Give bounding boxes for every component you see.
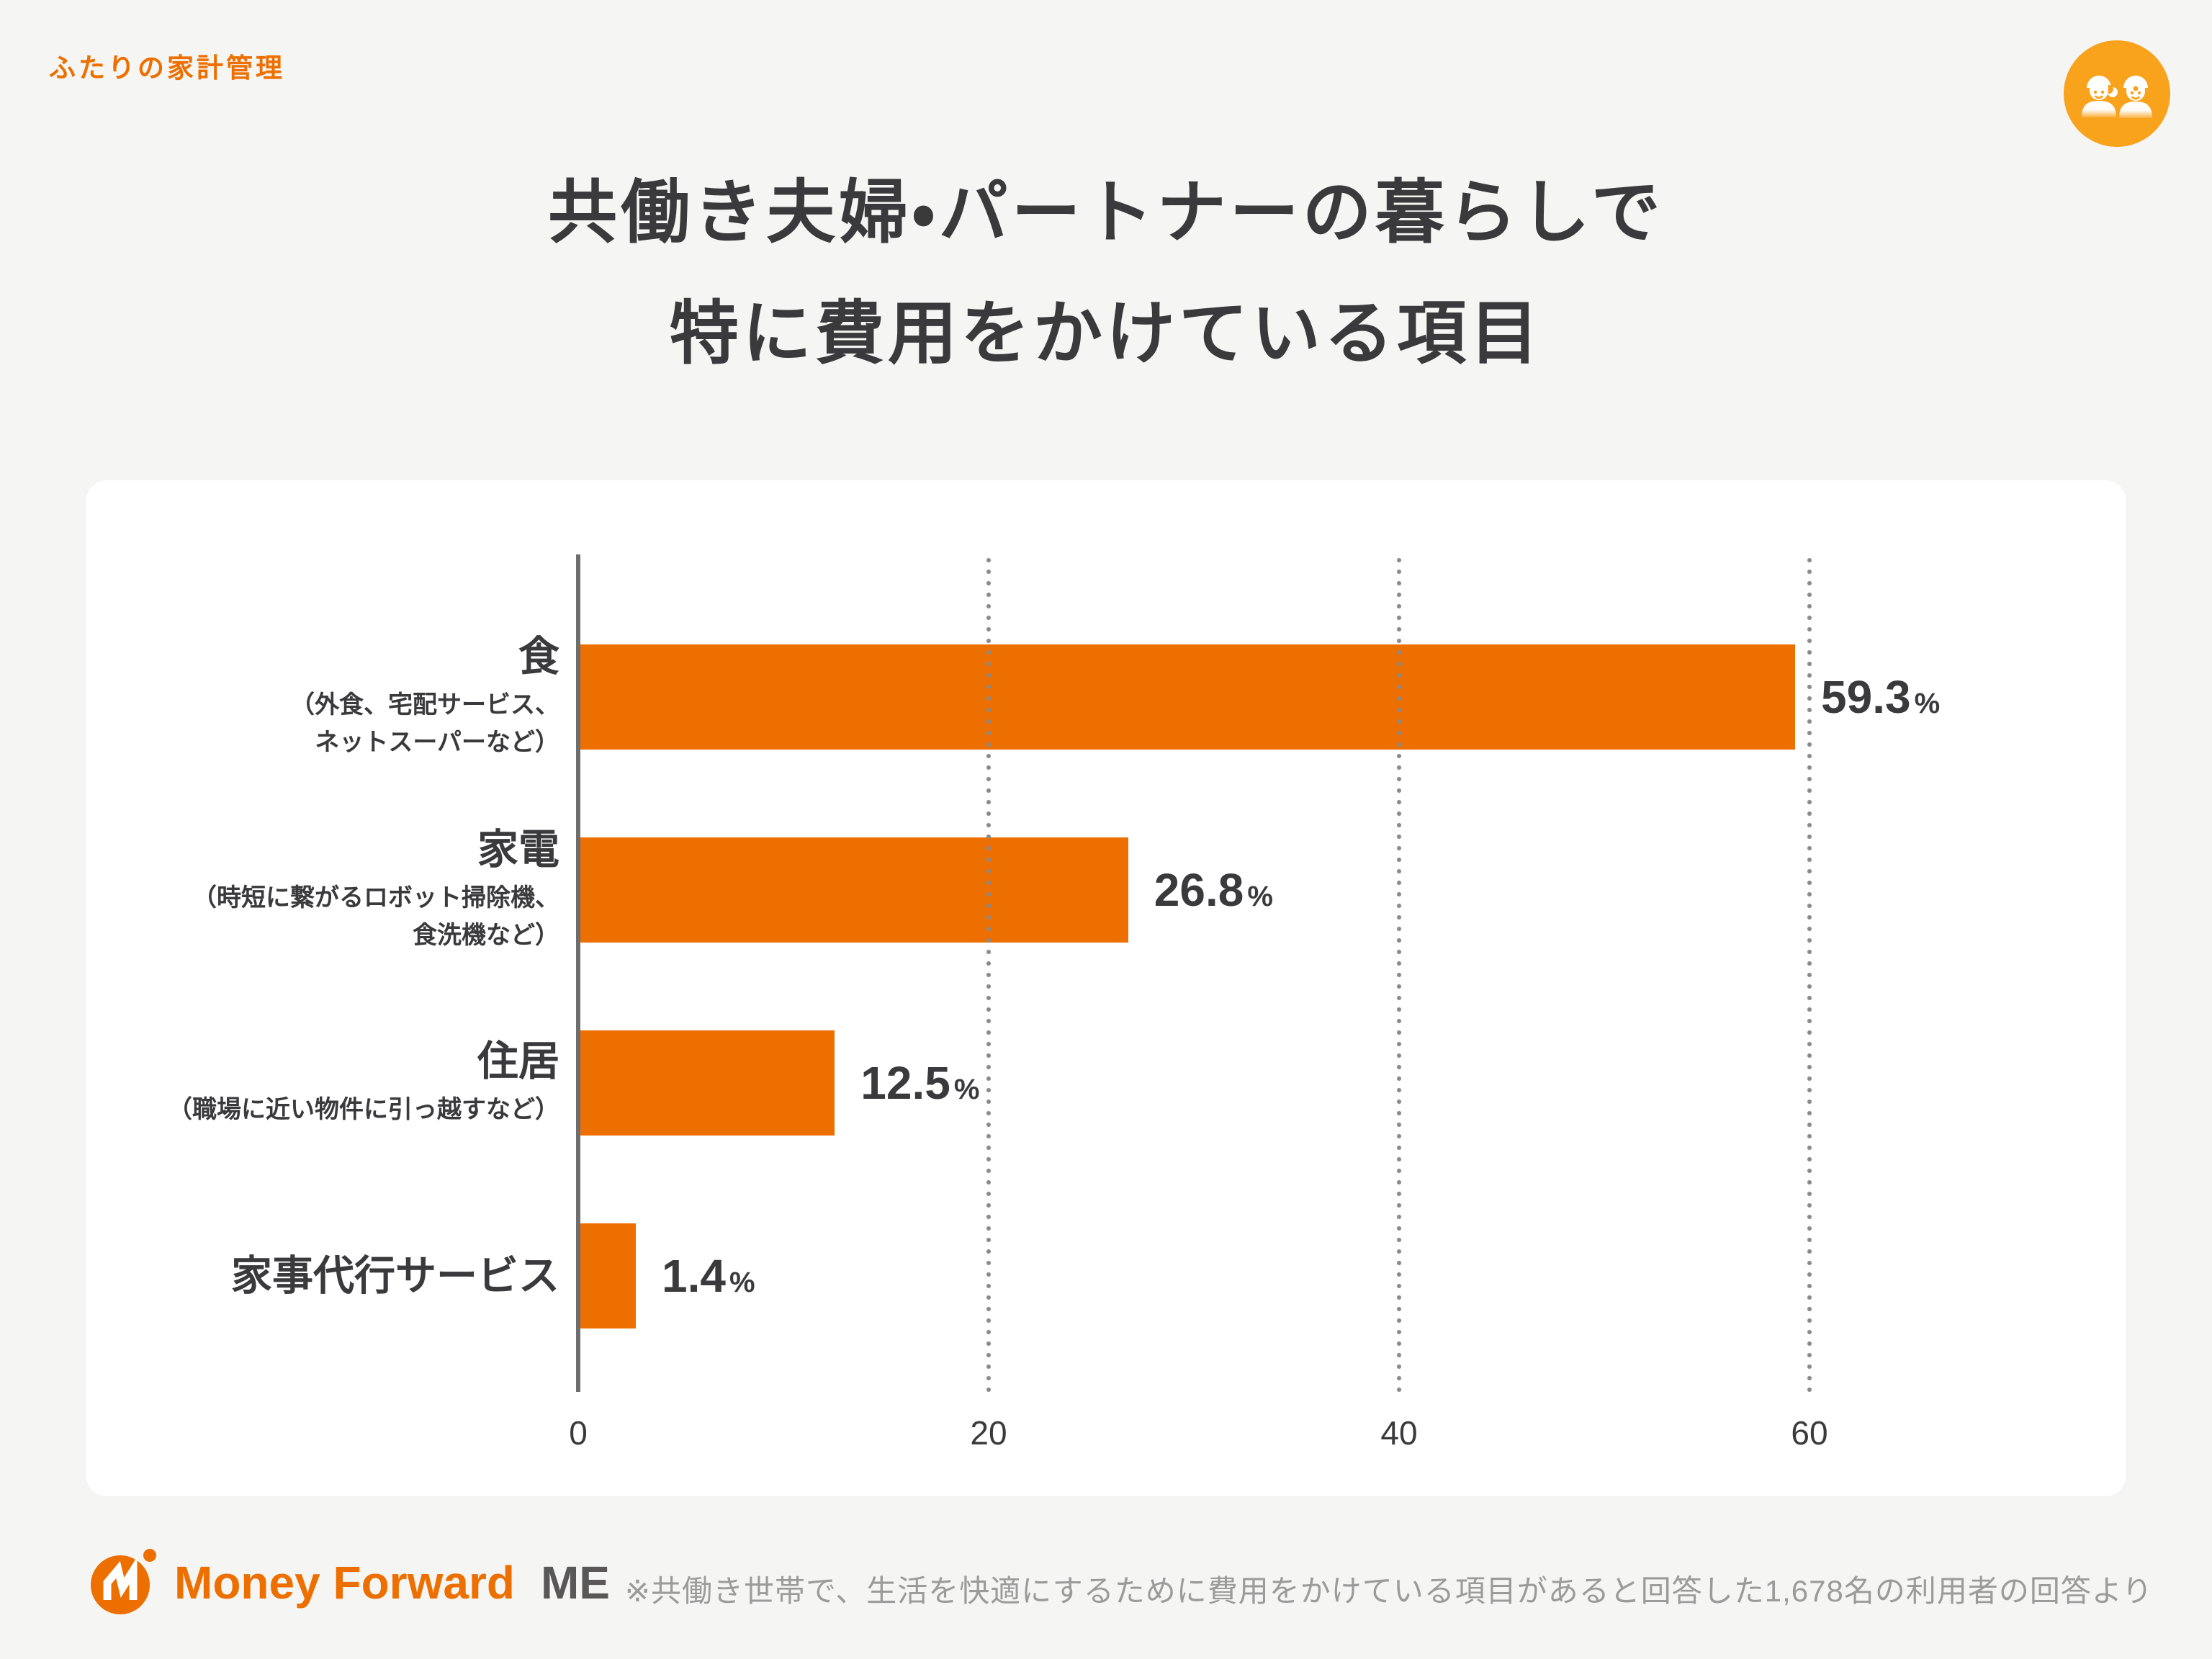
chart-card: 0 20 40 60 食 （外食、宅配サービス、 ネットスーパーなど） 59.3% 家電 （時短…: [86, 480, 2126, 1496]
money-forward-logo: Money Forward ME: [88, 1545, 610, 1620]
value-label: 1.4%: [662, 1249, 755, 1303]
x-tick-label-40: 40: [1380, 1414, 1418, 1452]
money-forward-logo-mark: [91, 1549, 156, 1614]
category-label: 家事代行サービス: [86, 1251, 578, 1300]
page-title: 共働き夫婦・パートナーの暮らしで 特に費用をかけている項目: [0, 153, 2212, 395]
category-label: 住居 （職場に近い物件に引っ越すなど）: [86, 1037, 578, 1128]
logo-suffix-text: ME: [540, 1557, 610, 1609]
category-note: （外食、宅配サービス、 ネットスーパーなど）: [290, 691, 559, 757]
value-number: 59.3: [1821, 671, 1911, 723]
x-tick-label-0: 0: [569, 1414, 588, 1452]
value-label: 59.3%: [1821, 670, 1940, 724]
value-unit: %: [1247, 881, 1273, 912]
x-tick-label-60: 60: [1791, 1414, 1828, 1452]
page-title-line2: 特に費用をかけている項目: [670, 295, 1542, 372]
category-kicker: ふたりの家計管理: [49, 53, 285, 83]
value-unit: %: [1914, 688, 1941, 719]
category-label: 家電 （時短に繋がるロボット掃除機、 食洗機など）: [86, 825, 578, 955]
bar-row-1: 食 （外食、宅配サービス、 ネットスーパーなど） 59.3%: [86, 601, 2126, 793]
page-title-line1: 共働き夫婦・パートナーの暮らしで: [548, 174, 1664, 251]
bar-row-3: 住居 （職場に近い物件に引っ越すなど） 12.5%: [86, 986, 2126, 1179]
bar-2: [578, 837, 1128, 943]
category-name: 食: [518, 634, 559, 680]
value-number: 26.8: [1154, 864, 1244, 916]
value-unit: %: [729, 1267, 755, 1298]
logo-brand-text: Money Forward: [174, 1557, 515, 1609]
bar-row-2: 家電 （時短に繋がるロボット掃除機、 食洗機など） 26.8%: [86, 793, 2126, 986]
couple-icon: [2064, 40, 2170, 147]
bar-1: [578, 644, 1796, 750]
gridline-40: [1395, 554, 1403, 1392]
y-axis-line: [576, 554, 580, 1392]
bar-row-4: 家事代行サービス 1.4%: [86, 1179, 2126, 1372]
value-number: 12.5: [860, 1057, 950, 1109]
survey-footnote: ※共働き世帯で、生活を快適にするために費用をかけている項目があると回答した1,6…: [624, 1574, 2153, 1608]
x-tick-label-20: 20: [970, 1414, 1007, 1452]
category-note: （時短に繋がるロボット掃除機、 食洗機など）: [192, 884, 559, 950]
value-label: 26.8%: [1154, 863, 1273, 917]
bar-3: [578, 1030, 835, 1136]
category-note: （職場に近い物件に引っ越すなど）: [168, 1095, 559, 1123]
category-name: 家電: [477, 827, 559, 873]
bar-4: [578, 1223, 636, 1328]
category-name: 家事代行サービス: [231, 1252, 559, 1299]
value-number: 1.4: [662, 1250, 726, 1302]
gridline-20: [985, 554, 992, 1392]
category-label: 食 （外食、宅配サービス、 ネットスーパーなど）: [86, 632, 578, 762]
gridline-60: [1806, 554, 1813, 1392]
category-name: 住居: [477, 1038, 559, 1085]
value-label: 12.5%: [860, 1056, 979, 1110]
value-unit: %: [953, 1074, 980, 1105]
